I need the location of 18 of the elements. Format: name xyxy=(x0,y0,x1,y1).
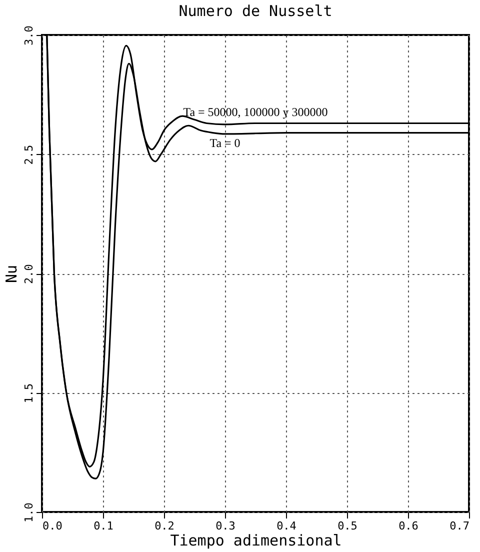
x-tick-label: 0.4 xyxy=(276,520,297,532)
x-tick-label: 0.0 xyxy=(42,520,62,532)
x-tick-label: 0.3 xyxy=(216,520,236,532)
x-tick-label: 0.2 xyxy=(154,520,174,532)
y-tick-label: 1.0 xyxy=(22,502,36,522)
y-tick-label: 2.0 xyxy=(22,264,36,284)
series-label: Ta = 0 xyxy=(210,136,240,150)
series-label: Ta = 50000, 100000 y 300000 xyxy=(183,105,328,120)
y-tick-label: 2.5 xyxy=(22,144,36,165)
x-tick-label: 0.1 xyxy=(94,520,114,532)
y-tick-label: 3.0 xyxy=(22,26,36,46)
y-tick-label: 1.5 xyxy=(22,383,36,404)
x-tick-label: 0.7 xyxy=(450,520,470,532)
x-tick-label: 0.6 xyxy=(398,520,418,532)
x-axis-title: Tiempo adimensional xyxy=(170,532,342,550)
y-axis-title: Nu xyxy=(2,264,20,284)
chart-title: Numero de Nusselt xyxy=(178,2,332,20)
x-tick-label: 0.5 xyxy=(338,520,358,532)
